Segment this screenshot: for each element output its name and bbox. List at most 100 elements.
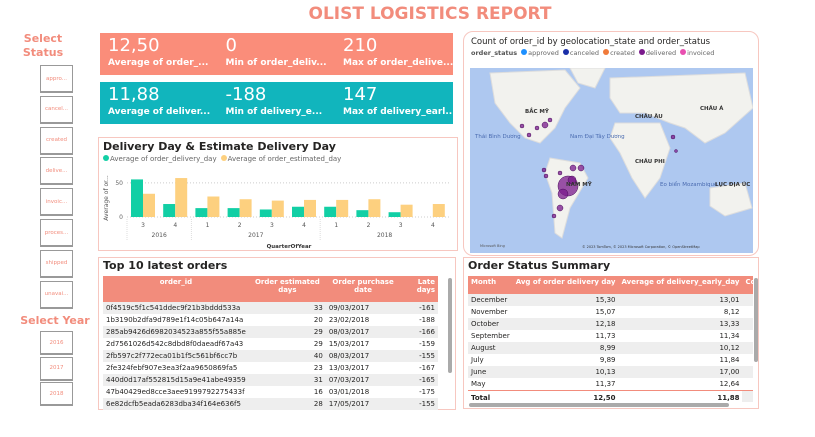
map-bubble[interactable] <box>541 121 549 129</box>
bar-delivery[interactable] <box>292 206 304 217</box>
status-button-6[interactable]: shipped <box>40 249 73 278</box>
map-bubble[interactable] <box>557 188 569 200</box>
table-row[interactable]: November 15,07 8,12 <box>468 306 753 318</box>
year-button-2017[interactable]: 2017 <box>40 356 73 381</box>
table-row[interactable]: 47b40429ed8cce3aee9199792275433f 16 03/01/… <box>103 386 438 398</box>
table-row[interactable]: July 9,89 11,84 <box>468 354 753 366</box>
map-bubble[interactable] <box>577 164 585 172</box>
x-tick-label: 1 <box>206 222 210 229</box>
map-bubble[interactable] <box>551 213 557 219</box>
map-bubble[interactable] <box>556 204 564 212</box>
table-row[interactable]: 440d0d17af552815d15a9e41abe49359 31 07/03/… <box>103 374 438 386</box>
chart-title: Delivery Day & Estimate Delivery Day <box>103 140 336 153</box>
table-row[interactable]: September 11,73 11,34 <box>468 330 753 342</box>
table-cell: 03/01/2018 <box>328 388 370 396</box>
map-legend-item[interactable]: invoiced <box>680 49 714 57</box>
year-button-2016[interactable]: 2016 <box>40 331 73 355</box>
status-button-4[interactable]: invoic... <box>40 188 73 217</box>
table-cell: -165 <box>400 374 438 386</box>
bar-estimated[interactable] <box>304 199 316 217</box>
table-row[interactable]: 6e82dcfb5eada6283dba34f164e636f5 28 17/05/… <box>103 398 438 410</box>
column-header[interactable]: Average of delivery_early_day <box>618 276 743 294</box>
world-map[interactable]: BẮC MỸ CHÂU ÂU CHÂU Á Thái Bình Dương Nam Đạ… <box>470 68 753 253</box>
bar-estimated[interactable] <box>143 193 155 217</box>
table-row[interactable]: 0f4519c5f1c541ddec9f21b3bddd533a 33 09/03/… <box>103 302 438 314</box>
bar-delivery[interactable] <box>388 212 401 217</box>
map-bubble[interactable] <box>534 125 540 131</box>
map-bubble[interactable] <box>547 117 553 123</box>
bing-logo: Microsoft Bing <box>480 244 505 248</box>
table-cell: 11,34 <box>719 332 740 340</box>
map-bubble[interactable] <box>674 149 678 153</box>
table-cell: 47b40429ed8cce3aee9199792275433f <box>106 388 245 396</box>
bar-estimated[interactable] <box>432 204 445 217</box>
column-header[interactable]: Month <box>468 276 513 294</box>
table-row[interactable]: 285ab9426d6982034523a855f55a885e 29 08/03/… <box>103 326 438 338</box>
map-legend-item[interactable]: canceled <box>562 49 599 57</box>
bar-delivery[interactable] <box>356 210 369 217</box>
map-bubble[interactable] <box>541 167 547 173</box>
summary-title: Order Status Summary <box>468 259 611 272</box>
bar-estimated[interactable] <box>336 199 349 217</box>
map-bubble[interactable] <box>670 134 676 140</box>
bar-delivery[interactable] <box>131 179 143 217</box>
column-header[interactable]: Order estimated days <box>248 276 326 302</box>
status-button-2[interactable]: created <box>40 126 73 155</box>
legend-dot-icon <box>103 155 109 161</box>
bar-estimated[interactable] <box>271 200 284 217</box>
table-row[interactable]: December 15,30 13,01 <box>468 294 753 306</box>
table-row[interactable]: June 10,13 17,00 <box>468 366 753 378</box>
table-row[interactable]: August 8,99 10,12 <box>468 342 753 354</box>
map-bubble[interactable] <box>557 170 563 176</box>
bar-estimated[interactable] <box>175 178 188 217</box>
table-row[interactable]: 2fb597c2f772eca01b1f5c561bf6cc7b 40 08/03/… <box>103 350 438 362</box>
summary-vscrollbar[interactable] <box>754 278 758 362</box>
map-bubble[interactable] <box>569 164 577 172</box>
bar-estimated[interactable] <box>207 196 220 218</box>
table-cell: -159 <box>419 340 435 348</box>
table-cell: 17,00 <box>618 366 743 378</box>
bar-delivery[interactable] <box>163 204 176 217</box>
table-row[interactable]: 2fe324febf907e3ea3f2aa9650869fa5 23 13/03/… <box>103 362 438 374</box>
bar-estimated[interactable] <box>239 199 252 217</box>
status-button-1[interactable]: cancel... <box>40 95 73 124</box>
map-attribution[interactable]: © 2023 TomTom, © 2023 Microsoft Corporat… <box>582 245 700 249</box>
bar-delivery[interactable] <box>195 208 208 217</box>
status-button-0[interactable]: appro... <box>40 65 73 93</box>
bar-delivery[interactable] <box>227 208 240 217</box>
summary-hscrollbar[interactable] <box>469 403 729 407</box>
table-row[interactable]: May 11,37 12,64 <box>468 378 753 390</box>
year-button-2018[interactable]: 2018 <box>40 382 73 406</box>
bar-estimated[interactable] <box>368 199 381 217</box>
orders-scrollbar[interactable] <box>448 278 452 373</box>
legend-label: invoiced <box>687 49 715 57</box>
column-header[interactable]: Order purchase date <box>325 276 401 302</box>
column-header[interactable]: order_id <box>103 276 249 302</box>
column-header[interactable]: Count o <box>742 276 753 294</box>
bar-delivery[interactable] <box>259 209 272 217</box>
map-legend-item[interactable]: created <box>603 49 635 57</box>
table-row[interactable]: 1b3190b2dfa9d789e1f14c05b647a14a 20 23/02/… <box>103 314 438 326</box>
legend-item[interactable]: Average of order_delivery_day <box>103 155 217 163</box>
kpi-value: -188 <box>225 84 267 105</box>
column-header[interactable]: Late days <box>400 276 438 302</box>
table-cell: 9,89 <box>599 356 616 364</box>
map-legend-item[interactable]: delivered <box>638 49 676 57</box>
map-bubble[interactable] <box>543 173 549 179</box>
table-row[interactable]: October 12,18 13,33 <box>468 318 753 330</box>
table-row[interactable]: 2d7561026d542c8dbd8f0daeadf67a43 29 15/03/… <box>103 338 438 350</box>
status-button-3[interactable]: delive... <box>40 157 73 186</box>
map-bubble[interactable] <box>519 123 525 129</box>
map-bubble[interactable] <box>526 132 532 138</box>
status-button-7[interactable]: unavai... <box>40 280 73 309</box>
status-button-5[interactable]: proces... <box>40 219 73 247</box>
map-label: Eo biển Mozambique <box>660 181 718 188</box>
legend-item[interactable]: Average of order_estimated_day <box>220 155 341 163</box>
bar-delivery[interactable] <box>324 206 337 217</box>
map-legend-item[interactable]: approved <box>521 49 559 57</box>
map-bubble[interactable] <box>567 175 577 185</box>
column-header[interactable]: Avg of order delivery day <box>512 276 619 294</box>
total-cell: Total <box>468 390 513 402</box>
map-label: Nam Đại Tây Dương <box>570 133 625 140</box>
bar-estimated[interactable] <box>400 204 413 217</box>
